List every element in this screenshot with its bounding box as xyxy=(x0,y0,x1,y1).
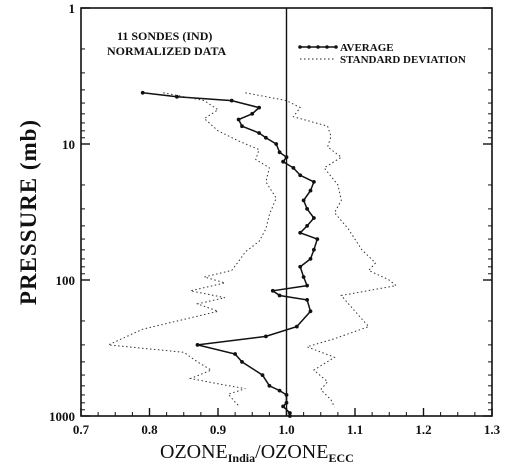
average-data-point xyxy=(140,90,145,95)
average-data-point xyxy=(284,393,289,397)
legend-average-marker xyxy=(334,45,338,49)
average-data-point xyxy=(298,264,303,269)
average-data-point xyxy=(257,105,261,110)
average-data-point xyxy=(277,150,282,155)
y-axis-label: PRESSURE (mb) xyxy=(16,119,41,305)
average-data-point xyxy=(294,324,299,329)
x-label-main-left: OZONE xyxy=(160,441,228,463)
average-data-point xyxy=(308,309,313,314)
x-axis-label: OZONEIndia/OZONEECC xyxy=(160,441,354,465)
x-tick-label: 0.9 xyxy=(210,422,227,437)
x-label-slash: / xyxy=(255,441,261,463)
average-data-point xyxy=(301,275,306,279)
x-tick-label: 1.2 xyxy=(415,422,431,437)
average-data-point xyxy=(267,383,272,388)
average-data-point xyxy=(308,188,313,193)
average-data-point xyxy=(288,414,292,418)
average-data-point xyxy=(236,117,241,122)
inset-line-1: 11 SONDES (IND) xyxy=(117,29,212,43)
average-data-point xyxy=(298,173,303,178)
average-data-point xyxy=(291,166,296,170)
y-axis-ticks: 1 10 100 1000 xyxy=(49,1,492,424)
stddev-series-line xyxy=(245,92,398,408)
legend-average-marker xyxy=(307,45,311,49)
average-data-point xyxy=(233,352,238,356)
average-data-point xyxy=(240,124,244,129)
x-axis-ticks: 0.7 0.8 0.9 1.0 1.1 1.2 1.3 xyxy=(73,408,501,437)
average-data-point xyxy=(281,159,285,164)
legend-average-marker xyxy=(325,45,329,49)
average-series-line xyxy=(142,92,319,416)
legend-average-marker xyxy=(298,45,302,49)
x-label-main-right: OZONE xyxy=(261,441,329,463)
average-data-point xyxy=(250,111,255,116)
average-data-point xyxy=(284,400,289,405)
average-data-point xyxy=(260,373,265,377)
x-tick-label: 0.8 xyxy=(141,422,158,437)
average-data-point xyxy=(175,94,179,99)
stddev-series-line xyxy=(106,92,277,407)
average-data-point xyxy=(305,207,309,211)
legend-stddev-label: STANDARD DEVIATION xyxy=(340,54,466,66)
series-layer xyxy=(106,90,398,418)
y-tick-label: 100 xyxy=(56,273,76,288)
y-tick-label: 10 xyxy=(62,137,75,152)
inset-line-2: NORMALIZED DATA xyxy=(107,44,227,58)
average-data-point xyxy=(195,343,200,347)
x-tick-label: 1.3 xyxy=(484,422,501,437)
inset-text-block: 11 SONDES (IND) NORMALIZED DATA xyxy=(107,29,227,58)
average-data-point xyxy=(277,388,282,393)
x-tick-label: 1.1 xyxy=(347,422,363,437)
x-tick-label: 0.7 xyxy=(73,422,90,437)
average-data-point xyxy=(274,142,279,146)
average-data-point xyxy=(315,237,320,242)
average-data-point xyxy=(270,288,275,293)
average-data-point xyxy=(277,293,282,298)
x-label-sub-right: ECC xyxy=(328,451,353,465)
legend: AVERAGE STANDARD DEVIATION xyxy=(298,42,466,66)
y-tick-label: 1000 xyxy=(49,409,75,424)
y-tick-label: 1 xyxy=(69,1,76,16)
average-data-point xyxy=(312,247,316,252)
average-data-point xyxy=(305,298,309,302)
average-data-point xyxy=(288,411,292,415)
legend-average-label: AVERAGE xyxy=(340,42,394,54)
average-data-point xyxy=(229,98,234,103)
legend-average-marker xyxy=(316,45,320,49)
average-data-point xyxy=(305,283,309,288)
average-data-point xyxy=(284,155,289,160)
average-data-point xyxy=(264,135,268,140)
x-label-sub-left: India xyxy=(228,451,255,465)
average-data-point xyxy=(312,216,316,220)
average-data-point xyxy=(298,230,303,235)
average-data-point xyxy=(240,360,244,364)
average-data-point xyxy=(308,257,313,261)
average-data-point xyxy=(257,131,261,135)
average-data-point xyxy=(305,224,309,228)
average-data-point xyxy=(281,404,285,409)
average-data-point xyxy=(264,334,268,339)
average-data-point xyxy=(312,180,316,184)
average-data-point xyxy=(301,198,306,203)
x-tick-label: 1.0 xyxy=(278,422,294,437)
